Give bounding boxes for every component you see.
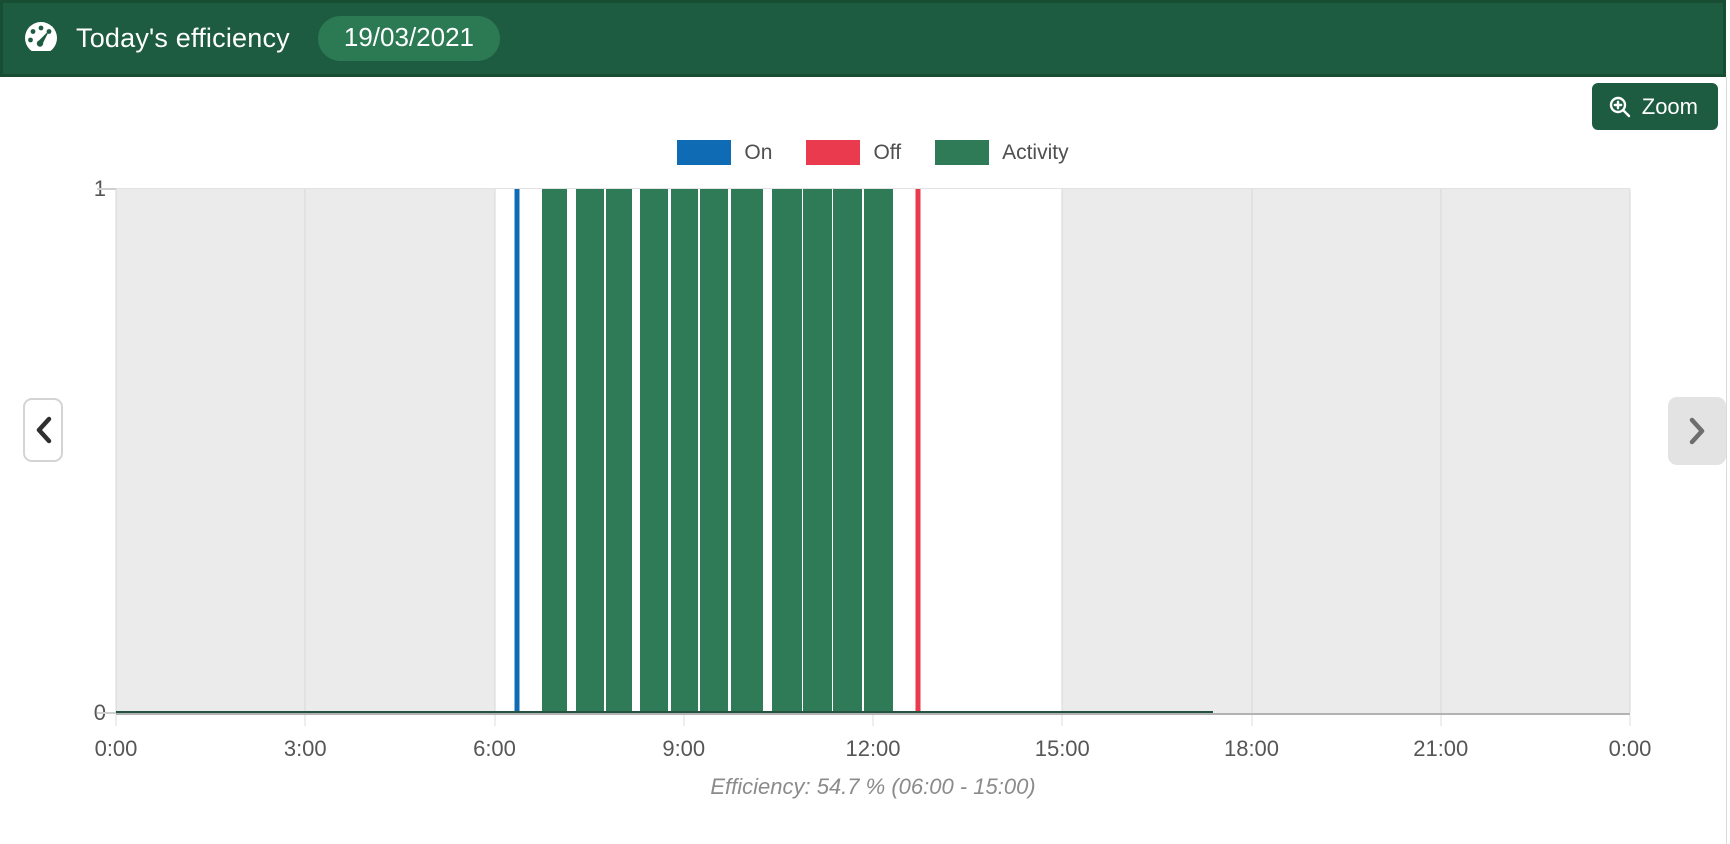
zoom-in-icon <box>1609 96 1630 117</box>
gauge-icon <box>22 21 60 57</box>
zoom-button-label: Zoom <box>1641 93 1698 119</box>
x-gridline <box>1061 189 1063 713</box>
x-tick <box>1061 715 1063 726</box>
activity-bar <box>772 189 802 713</box>
legend-label-off: Off <box>873 140 902 164</box>
x-tick-label: 6:00 <box>473 736 516 761</box>
x-tick-label: 18:00 <box>1223 736 1280 761</box>
legend-swatch-on <box>677 140 732 165</box>
x-tick <box>1440 715 1442 726</box>
page-title: Today's efficiency <box>76 23 290 53</box>
activity-bar <box>670 189 699 713</box>
x-gridline <box>1440 189 1442 713</box>
x-gridline <box>304 189 306 713</box>
plot-area: 0:00 3:00 6:00 9:00 12:00 15:00 18:00 21:00 0:00… <box>94 176 1652 761</box>
y-tick <box>97 188 116 190</box>
legend-swatch-activity <box>935 140 990 165</box>
x-tick <box>683 715 685 726</box>
x-tick <box>872 715 874 726</box>
off-shift-band <box>1062 189 1630 713</box>
date-badge: 19/03/2021 <box>317 16 501 61</box>
zoom-button[interactable]: Zoom <box>1591 83 1718 130</box>
activity-bar <box>731 189 764 713</box>
header: Today's efficiency 19/03/2021 <box>0 0 1726 77</box>
x-gridline <box>1629 189 1631 713</box>
legend-label-activity: Activity <box>1002 140 1069 164</box>
x-gridline <box>115 189 117 713</box>
x-tick-label: 0:00 <box>94 736 138 761</box>
x-gridline <box>494 189 495 713</box>
activity-bar <box>575 189 605 713</box>
next-day-button[interactable] <box>1668 397 1726 465</box>
event-line-off <box>915 189 921 713</box>
x-tick-label: 12:00 <box>845 736 901 761</box>
x-tick <box>304 715 306 726</box>
activity-baseline <box>116 711 1214 713</box>
x-tick-label: 3:00 <box>283 736 327 761</box>
efficiency-caption: Efficiency: 54.7 % (06:00 - 15:00) <box>710 774 1036 799</box>
panel-right-border <box>1726 77 1727 844</box>
prev-day-button[interactable] <box>23 398 63 462</box>
x-tick-label: 9:00 <box>662 736 706 761</box>
legend-label-on: On <box>744 140 773 164</box>
x-tick <box>115 715 117 726</box>
event-line-on <box>514 189 520 713</box>
activity-bar <box>606 189 633 713</box>
y-tick <box>97 712 116 714</box>
x-tick <box>1251 715 1252 726</box>
legend-item-on[interactable]: On <box>677 140 772 165</box>
activity-bar <box>700 189 728 713</box>
x-gridline <box>1251 189 1252 713</box>
legend-item-off[interactable]: Off <box>806 140 901 165</box>
activity-bar <box>640 189 668 713</box>
activity-bar <box>802 189 832 713</box>
x-tick <box>1629 715 1631 726</box>
legend-item-activity[interactable]: Activity <box>935 140 1069 165</box>
activity-bar <box>863 189 894 713</box>
x-tick-label: 21:00 <box>1413 736 1469 761</box>
activity-bar <box>541 189 568 713</box>
chevron-right-icon <box>1689 417 1704 445</box>
chart-legend: On Off Activity <box>116 140 1630 165</box>
chevron-left-icon <box>36 416 51 444</box>
x-tick-label: 0:00 <box>1608 736 1652 761</box>
legend-swatch-off <box>806 140 861 165</box>
x-tick <box>494 715 495 726</box>
x-tick-label: 15:00 <box>1034 736 1090 761</box>
activity-bar <box>833 189 862 713</box>
